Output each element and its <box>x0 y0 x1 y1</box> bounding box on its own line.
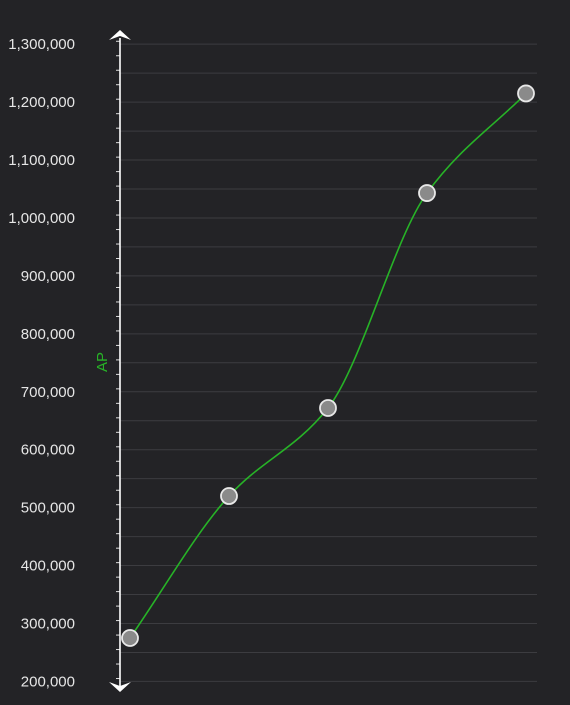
y-tick-label: 1,000,000 <box>8 210 75 227</box>
y-tick-label: 200,000 <box>21 673 75 690</box>
data-point[interactable] <box>517 84 535 103</box>
data-point[interactable] <box>418 184 436 202</box>
y-tick-label: 600,000 <box>21 442 75 459</box>
data-point[interactable] <box>220 487 238 505</box>
y-tick-label: 400,000 <box>21 558 75 575</box>
series-line-group <box>129 92 527 639</box>
y-tick-label: 1,100,000 <box>8 152 75 169</box>
y-axis-label: AP <box>94 352 111 372</box>
scroll-down-arrow-icon[interactable] <box>109 682 131 692</box>
series-line <box>129 92 527 639</box>
y-tick-label: 700,000 <box>21 384 75 401</box>
scroll-up-arrow-icon[interactable] <box>109 30 131 40</box>
gridlines <box>120 43 537 682</box>
y-tick-labels: 200,000 300,000 400,000 500,000 600,000 700,0… <box>8 36 75 690</box>
axis-scroll-arrows[interactable] <box>109 30 131 692</box>
data-points <box>121 84 535 647</box>
y-tick-label: 1,300,000 <box>8 36 75 53</box>
data-point[interactable] <box>319 399 337 417</box>
data-point[interactable] <box>121 629 139 647</box>
y-tick-label: 900,000 <box>21 268 75 285</box>
y-tick-label: 800,000 <box>21 326 75 343</box>
y-tick-label: 1,200,000 <box>8 94 75 111</box>
y-tick-label: 300,000 <box>21 615 75 632</box>
y-tick-label: 500,000 <box>21 500 75 517</box>
